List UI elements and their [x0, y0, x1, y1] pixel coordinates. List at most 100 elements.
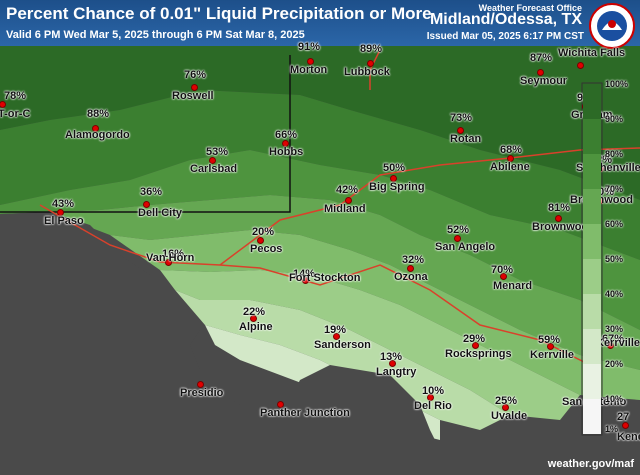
- city-dot-icon: [547, 343, 554, 350]
- legend-label: 20%: [605, 359, 624, 369]
- legend: 100% 90% 80% 70% 60% 50% 40% 30% 20% 10% 1%: [583, 79, 640, 434]
- city-pct: 50%: [383, 162, 406, 174]
- header-bar: Percent Chance of 0.01" Liquid Precipita…: [0, 0, 640, 46]
- city-dot-icon: [427, 394, 434, 401]
- city-pct: 13%: [380, 351, 403, 363]
- city-pct: 29%: [463, 333, 486, 345]
- legend-swatch: [583, 364, 601, 399]
- city-pct: 70%: [491, 264, 514, 276]
- legend-label: 60%: [605, 219, 624, 229]
- city-name: El Paso: [44, 215, 84, 227]
- city-dot-icon: [507, 155, 514, 162]
- city-pct: 53%: [206, 146, 229, 158]
- city-dot-icon: [390, 175, 397, 182]
- city-dot-icon: [577, 62, 584, 69]
- city-pct: 22%: [243, 306, 266, 318]
- city-name: Dell City: [138, 207, 183, 219]
- zone-40: [160, 270, 580, 420]
- legend-label: 80%: [605, 149, 624, 159]
- city-name: Carlsbad: [190, 163, 238, 175]
- city-pct: 76%: [184, 69, 207, 81]
- nws-logo-icon[interactable]: [588, 2, 636, 50]
- city-pct: 67%: [602, 333, 625, 345]
- city-dot-icon: [407, 265, 414, 272]
- city-name: Alpine: [239, 321, 273, 333]
- city-name: Menard: [493, 280, 533, 292]
- city-name: Pecos: [250, 243, 283, 255]
- city-name: Del Rio: [414, 400, 452, 412]
- legend-swatch: [583, 84, 601, 119]
- city-pct: 73%: [450, 112, 473, 124]
- legend-swatch: [583, 189, 601, 224]
- city-dot-icon: [197, 381, 204, 388]
- city-dot-icon: [57, 209, 64, 216]
- city-dot-icon: [92, 125, 99, 132]
- legend-label: 1%: [605, 424, 619, 434]
- city-dot-icon: [500, 273, 507, 280]
- legend-swatch: [583, 259, 601, 294]
- city-dot-icon: [333, 333, 340, 340]
- legend-label: 30%: [605, 324, 624, 334]
- city-name: Abilene: [490, 161, 530, 173]
- city-name: Ozona: [394, 271, 428, 283]
- office-city: Midland/Odessa, TX: [429, 11, 582, 28]
- legend-label: 10%: [605, 394, 624, 404]
- city-name: Sanderson: [314, 339, 371, 351]
- city-pct: 14%: [293, 268, 316, 280]
- city-pct: 42%: [336, 184, 359, 196]
- city-pct: 59%: [538, 334, 561, 346]
- city-dot-icon: [607, 342, 614, 349]
- footer-url[interactable]: weather.gov/maf: [547, 458, 634, 470]
- city-pct: 78%: [4, 90, 27, 102]
- legend-label: 100%: [605, 79, 629, 89]
- legend-swatch: [583, 224, 601, 259]
- city-name: Wichita Falls: [558, 47, 626, 59]
- city-pct: 66%: [275, 129, 298, 141]
- highway-i10: [39, 204, 601, 371]
- legend-swatch: [583, 399, 601, 434]
- city-name: Morton: [290, 64, 328, 76]
- city-dot-icon: [457, 127, 464, 134]
- city-pct: 20%: [252, 226, 275, 238]
- city-dot-icon: [389, 360, 396, 367]
- city-dot-icon: [0, 101, 6, 108]
- city-name: Panther Junction: [260, 407, 350, 419]
- city-dot-icon: [257, 237, 264, 244]
- city-name: Midland: [324, 203, 366, 215]
- city-dot-icon: [537, 69, 544, 76]
- issued-time: Issued Mar 05, 2025 6:17 PM CST: [426, 31, 584, 42]
- city-name: Kerrville: [530, 349, 575, 361]
- valid-period: Valid 6 PM Wed Mar 5, 2025 through 6 PM …: [6, 29, 305, 41]
- mexico-mask: [0, 212, 445, 475]
- state-line: [0, 55, 291, 213]
- city-name: Rotan: [450, 133, 482, 145]
- city-pct: 19%: [324, 324, 347, 336]
- legend-label: 40%: [605, 289, 624, 299]
- city-pct: 88%: [87, 108, 110, 120]
- city-pct: 16%: [162, 248, 185, 260]
- legend-swatch: [583, 294, 601, 329]
- city-name: Kerrville: [596, 337, 640, 349]
- city-name: San Angelo: [435, 241, 496, 253]
- city-dot-icon: [277, 401, 284, 408]
- city-name: Van Horn: [146, 252, 195, 264]
- city-dot-icon: [454, 235, 461, 242]
- city-name: Roswell: [172, 90, 214, 102]
- city-dot-icon: [209, 157, 216, 164]
- legend-swatch: [583, 154, 601, 189]
- city-name: Hobbs: [269, 146, 304, 158]
- zone-90: [0, 46, 640, 200]
- city-pct: 52%: [447, 224, 470, 236]
- legend-label: 90%: [605, 114, 624, 124]
- city-name: T-or-C: [0, 108, 31, 120]
- city-pct: 91%: [298, 41, 321, 53]
- city-pct: 43%: [52, 198, 75, 210]
- city-dot-icon: [555, 215, 562, 222]
- city-name: Langtry: [376, 366, 417, 378]
- legend-swatch: [583, 119, 601, 154]
- city-pct: 32%: [402, 254, 425, 266]
- city-name: Lubbock: [344, 66, 390, 78]
- city-dot-icon: [191, 84, 198, 91]
- legend-label: 70%: [605, 184, 624, 194]
